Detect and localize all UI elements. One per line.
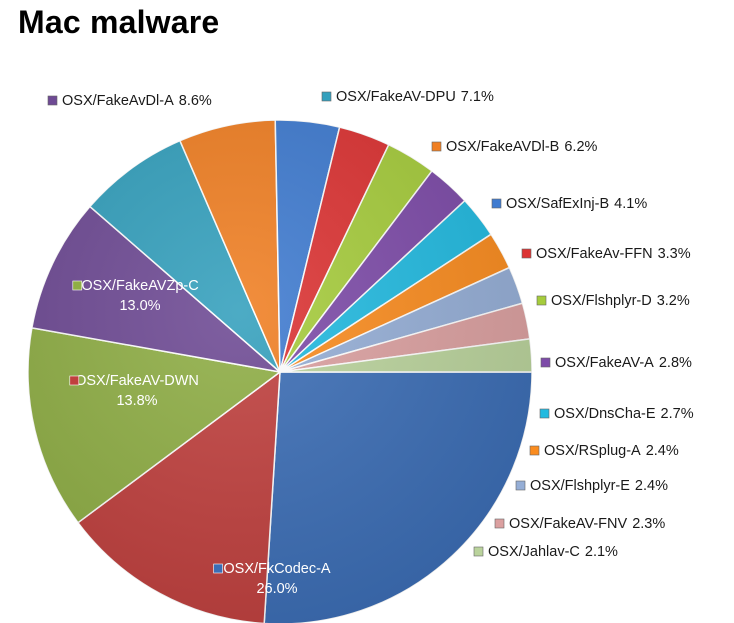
legend-key-osx-dnscha-e <box>539 408 550 419</box>
data-label-osx-flshplyr-d: OSX/Flshplyr-D 3.2% <box>536 293 690 309</box>
label-text-osx-fakeav-a: OSX/FakeAV-A 2.8% <box>555 355 692 371</box>
legend-key-osx-jahlav-c <box>473 546 484 557</box>
data-label-osx-fakeav-dwn: OSX/FakeAV-DWN 13.8% <box>69 373 199 409</box>
label-text-osx-flshplyr-e: OSX/Flshplyr-E 2.4% <box>530 478 668 494</box>
data-label-osx-flshplyr-e: OSX/Flshplyr-E 2.4% <box>515 478 668 494</box>
pie-labels: OSX/FkCodec-A26.0%OSX/FakeAV-DWN13.8%OSX… <box>47 89 694 597</box>
label-text-osx-jahlav-c: OSX/Jahlav-C 2.1% <box>488 544 618 560</box>
label-name-osx-fkcodec-a: OSX/FkCodec-A <box>223 561 330 577</box>
label-value-osx-fakeav-dwn: 13.8% <box>116 393 157 409</box>
label-name-osx-fakeavzp-c: OSX/FakeAVZp-C <box>81 278 198 294</box>
legend-key-osx-fakeavdl-b <box>431 141 442 152</box>
data-label-osx-fakeav-a: OSX/FakeAV-A 2.8% <box>540 355 692 371</box>
data-label-osx-jahlav-c: OSX/Jahlav-C 2.1% <box>473 544 618 560</box>
legend-key-osx-fakeav-dwn <box>69 375 80 386</box>
legend-key-osx-fkcodec-a <box>213 563 223 574</box>
data-label-osx-fakeav-ffn: OSX/FakeAv-FFN 3.3% <box>521 246 691 262</box>
legend-key-osx-flshplyr-e <box>515 480 526 491</box>
data-label-osx-safexinj-b: OSX/SafExInj-B 4.1% <box>491 196 647 212</box>
pie-slice-osx-fkcodec-a <box>263 371 533 623</box>
legend-key-osx-fakeavdl-a <box>47 95 58 106</box>
legend-key-osx-fakeav-ffn <box>521 248 532 259</box>
data-label-osx-fakeav-dpu: OSX/FakeAV-DPU 7.1% <box>321 89 494 105</box>
label-value-osx-fakeavzp-c: 13.0% <box>119 298 160 314</box>
label-text-osx-fakeavdl-a: OSX/FakeAvDl-A 8.6% <box>62 93 212 109</box>
legend-key-osx-safexinj-b <box>491 198 502 209</box>
label-text-osx-rsplug-a: OSX/RSplug-A 2.4% <box>544 443 679 459</box>
label-text-osx-fakeavdl-b: OSX/FakeAVDl-B 6.2% <box>446 139 598 155</box>
chart-title: Mac malware <box>18 4 220 40</box>
label-text-osx-dnscha-e: OSX/DnsCha-E 2.7% <box>554 406 694 422</box>
label-text-osx-fakeav-ffn: OSX/FakeAv-FFN 3.3% <box>536 246 691 262</box>
legend-key-osx-fakeav-dpu <box>321 91 332 102</box>
label-value-osx-fkcodec-a: 26.0% <box>256 581 297 597</box>
label-text-osx-safexinj-b: OSX/SafExInj-B 4.1% <box>506 196 647 212</box>
data-label-osx-fakeavzp-c: OSX/FakeAVZp-C 13.0% <box>72 278 199 314</box>
legend-key-osx-rsplug-a <box>529 445 540 456</box>
legend-key-osx-flshplyr-d <box>536 295 547 306</box>
label-text-osx-flshplyr-d: OSX/Flshplyr-D 3.2% <box>551 293 690 309</box>
label-text-osx-fakeav-dpu: OSX/FakeAV-DPU 7.1% <box>336 89 494 105</box>
label-text-osx-fakeav-fnv: OSX/FakeAV-FNV 2.3% <box>509 516 665 532</box>
data-label-osx-dnscha-e: OSX/DnsCha-E 2.7% <box>539 406 694 422</box>
legend-key-osx-fakeav-fnv <box>494 518 505 529</box>
legend-key-osx-fakeavzp-c <box>72 280 83 291</box>
label-name-osx-fakeav-dwn: OSX/FakeAV-DWN <box>75 373 199 389</box>
data-label-osx-fakeavdl-a: OSX/FakeAvDl-A 8.6% <box>47 93 212 109</box>
data-label-osx-rsplug-a: OSX/RSplug-A 2.4% <box>529 443 679 459</box>
pie-slices <box>27 119 533 623</box>
data-label-osx-fakeav-fnv: OSX/FakeAV-FNV 2.3% <box>494 516 665 532</box>
data-label-osx-fakeavdl-b: OSX/FakeAVDl-B 6.2% <box>431 139 598 155</box>
legend-key-osx-fakeav-a <box>540 357 551 368</box>
data-label-osx-fkcodec-a: OSX/FkCodec-A 26.0% <box>213 561 331 597</box>
